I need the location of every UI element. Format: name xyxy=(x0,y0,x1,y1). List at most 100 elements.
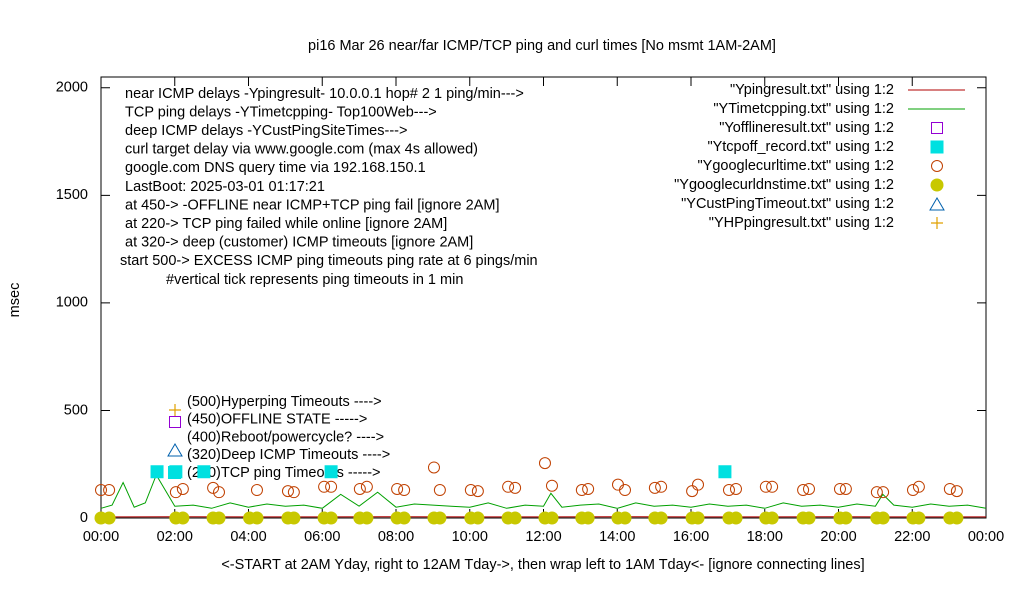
annotation: deep ICMP delays -YCustPingSiteTimes---> xyxy=(125,123,407,139)
circle-point xyxy=(207,481,220,494)
circle-point xyxy=(508,511,522,525)
annotation: at 450-> -OFFLINE near ICMP+TCP ping fai… xyxy=(125,197,499,213)
x-tick-label: 14:00 xyxy=(599,529,635,545)
circle-point xyxy=(581,511,595,525)
legend-swatch xyxy=(930,178,944,192)
circle-point xyxy=(545,511,559,525)
circle-point xyxy=(950,511,964,525)
circle-point xyxy=(692,478,705,491)
annotation: LastBoot: 2025-03-01 01:17:21 xyxy=(125,179,325,195)
legend-swatch xyxy=(931,122,943,134)
circle-point xyxy=(471,485,484,498)
circle-point xyxy=(464,484,477,497)
circle-point xyxy=(691,511,705,525)
circle-point xyxy=(765,511,779,525)
y-axis-label: msec xyxy=(7,283,23,318)
circle-point xyxy=(582,482,595,495)
circle-point xyxy=(876,511,890,525)
square-symbol xyxy=(169,416,181,428)
x-tick-label: 20:00 xyxy=(820,529,856,545)
circle-point xyxy=(833,482,846,495)
y-tick-label: 1000 xyxy=(56,295,88,311)
x-tick-label: 12:00 xyxy=(525,529,561,545)
annotation: (450)OFFLINE STATE -----> xyxy=(187,412,367,428)
circle-point xyxy=(433,484,446,497)
circle-point xyxy=(912,511,926,525)
circle-point xyxy=(906,484,919,497)
legend-label: "Ypingresult.txt" using 1:2 xyxy=(730,82,894,98)
x-tick-label: 02:00 xyxy=(157,529,193,545)
circle-point xyxy=(250,484,263,497)
circle-point xyxy=(398,484,411,497)
legend-swatch xyxy=(930,140,944,154)
circle-point xyxy=(176,482,189,495)
series xyxy=(150,465,732,479)
data-line xyxy=(100,473,987,509)
square-point xyxy=(169,465,183,479)
x-tick-label: 22:00 xyxy=(894,529,930,545)
circle-point xyxy=(397,511,411,525)
y-tick-label: 500 xyxy=(64,402,88,418)
circle-point xyxy=(281,485,294,498)
y-tick-label: 0 xyxy=(80,510,88,526)
circle-point xyxy=(325,480,338,493)
series xyxy=(95,457,963,499)
circle-point xyxy=(575,484,588,497)
circle-point xyxy=(943,482,956,495)
circle-point xyxy=(427,461,440,474)
legend-swatch xyxy=(929,197,945,211)
circle-point xyxy=(318,480,331,493)
series xyxy=(100,473,987,509)
circle-point xyxy=(912,480,925,493)
annotation: curl target delay via www.google.com (ma… xyxy=(125,142,478,158)
chart-title: pi16 Mar 26 near/far ICMP/TCP ping and c… xyxy=(308,38,776,54)
circle-point xyxy=(729,511,743,525)
circle-point xyxy=(618,484,631,497)
circle-point xyxy=(324,511,338,525)
circle-point xyxy=(722,484,735,497)
circle-point xyxy=(538,457,551,470)
circle-point xyxy=(839,511,853,525)
circle-point xyxy=(648,481,661,494)
legend-label: "YHPpingresult.txt" using 1:2 xyxy=(709,215,894,231)
circle-point xyxy=(729,482,742,495)
x-tick-label: 00:00 xyxy=(968,529,1004,545)
series xyxy=(94,511,964,525)
annotation: at 320-> deep (customer) ICMP timeouts [… xyxy=(125,235,473,251)
annotation: (320)Deep ICMP Timeouts ----> xyxy=(187,447,390,463)
annotation: (400)Reboot/powercycle? ----> xyxy=(187,429,384,445)
legend-label: "Yofflineresult.txt" using 1:2 xyxy=(719,120,894,136)
x-tick-label: 08:00 xyxy=(378,529,414,545)
circle-point xyxy=(654,511,668,525)
square-point xyxy=(324,465,338,479)
x-tick-label: 18:00 xyxy=(747,529,783,545)
y-tick-label: 2000 xyxy=(56,80,88,96)
annotation: at 220-> TCP ping failed while online [i… xyxy=(125,216,447,232)
x-tick-label: 00:00 xyxy=(83,529,119,545)
circle-point xyxy=(502,480,515,493)
circle-point xyxy=(176,511,190,525)
circle-point xyxy=(287,511,301,525)
legend-label: "Ygooglecurldnstime.txt" using 1:2 xyxy=(674,177,894,193)
circle-point xyxy=(287,486,300,499)
circle-point xyxy=(839,482,852,495)
annotation: (220)TCP ping Timeouts -----> xyxy=(187,465,381,481)
circle-point xyxy=(950,485,963,498)
legend-label: "Ygooglecurltime.txt" using 1:2 xyxy=(698,158,894,174)
annotation: google.com DNS query time via 192.168.15… xyxy=(125,160,426,176)
circle-point xyxy=(391,482,404,495)
circle-point xyxy=(212,511,226,525)
circle-point xyxy=(433,511,447,525)
circle-point xyxy=(360,480,373,493)
circle-point xyxy=(877,486,890,499)
x-tick-label: 10:00 xyxy=(452,529,488,545)
legend-label: "YCustPingTimeout.txt" using 1:2 xyxy=(681,196,894,212)
annotation: (500)Hyperping Timeouts ----> xyxy=(187,394,382,410)
legend-label: "Ytcpoff_record.txt" using 1:2 xyxy=(707,139,894,155)
circle-point xyxy=(802,511,816,525)
circle-point xyxy=(803,482,815,495)
annotation: near ICMP delays -Ypingresult- 10.0.0.1 … xyxy=(125,86,524,102)
circle-point xyxy=(759,480,772,493)
